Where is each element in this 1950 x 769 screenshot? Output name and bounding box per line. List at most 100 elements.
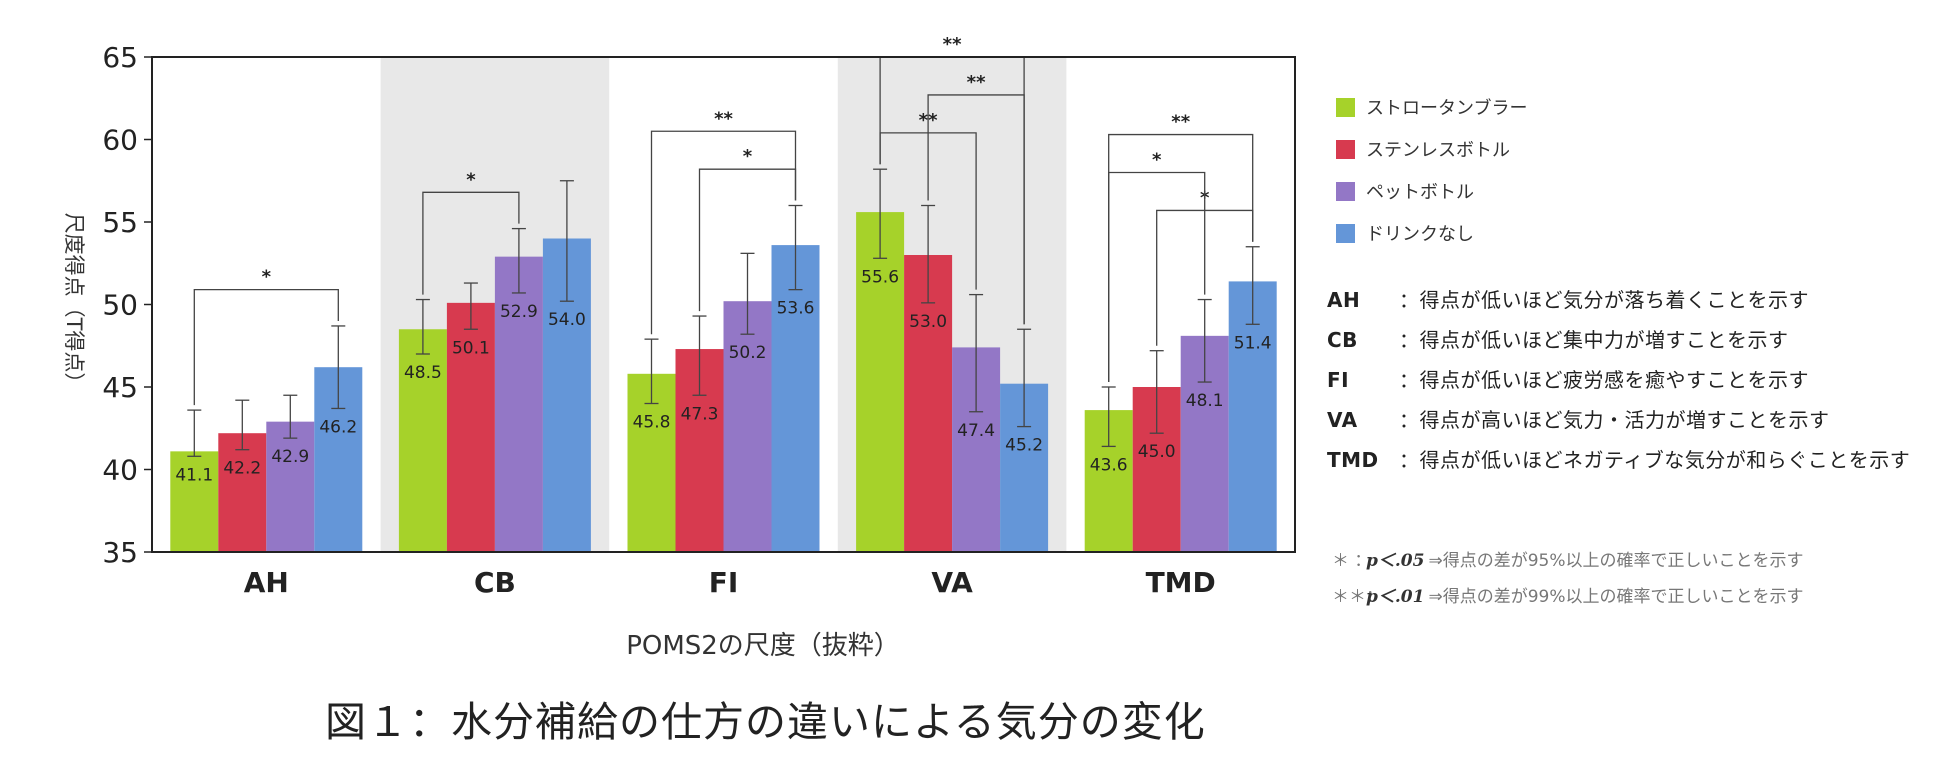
value-label: 52.9 xyxy=(500,302,538,322)
scale-notes: AH ：得点が低いほど気分が落ち着くことを示す CB ：得点が低いほど集中力が増すこ… xyxy=(1327,280,1910,480)
significance-text: ⇒得点の差が99%以上の確率で正しいことを示す xyxy=(1428,587,1804,607)
bar xyxy=(446,302,495,552)
significance-bracket xyxy=(1108,133,1254,383)
note-abbr: TMD xyxy=(1327,448,1379,472)
legend-item: ペットボトル xyxy=(1336,170,1527,212)
bar xyxy=(494,256,543,552)
significance-mark: * xyxy=(466,169,476,190)
value-label: 53.0 xyxy=(909,312,947,332)
note-abbr: FI xyxy=(1327,368,1350,392)
bar xyxy=(398,329,447,552)
value-label: 47.4 xyxy=(957,421,995,441)
significance-mark: * xyxy=(1152,150,1162,171)
bar xyxy=(266,421,315,552)
bar-series xyxy=(170,212,1277,552)
legend-swatch xyxy=(1336,181,1355,201)
plot-frame xyxy=(151,56,1296,553)
y-axis: 35 40 45 50 55 60 65 xyxy=(102,41,152,569)
bar xyxy=(218,433,267,552)
note-va: VA ：得点が高いほど気力・活力が増すことを示す xyxy=(1327,400,1910,440)
note-text: ：得点が低いほどネガティブな気分が和らぐことを示す xyxy=(1399,448,1911,472)
y-tick-label: 35 xyxy=(102,536,138,569)
legend-item: ステンレスボトル xyxy=(1336,128,1527,170)
significance-legend: ＊ ：p＜.05 ⇒得点の差が95%以上の確率で正しいことを示す ＊＊：p＜.01… xyxy=(1332,543,1804,615)
x-axis: AH CB FI VA TMD xyxy=(244,566,1216,599)
bar xyxy=(1228,281,1277,552)
note-text: ：得点が低いほど気分が落ち着くことを示す xyxy=(1399,288,1809,312)
note-abbr: CB xyxy=(1327,328,1358,352)
significance-bracket xyxy=(422,191,520,295)
y-tick-label: 60 xyxy=(102,124,138,157)
legend-label: ストロータンブラー xyxy=(1366,98,1528,119)
value-label: 43.6 xyxy=(1090,455,1128,475)
note-abbr: VA xyxy=(1327,408,1358,432)
significance-mark: ** xyxy=(714,108,733,129)
legend: ストロータンブラー ステンレスボトル ペットボトル ドリンクなし xyxy=(1336,86,1527,254)
value-label: 46.2 xyxy=(319,417,357,437)
legend-swatch xyxy=(1336,223,1355,243)
note-ah: AH ：得点が低いほど気分が落ち着くことを示す xyxy=(1327,280,1910,320)
x-axis-label: POMS2の尺度（抜粋） xyxy=(626,631,900,661)
value-label: 47.3 xyxy=(681,404,719,424)
legend-item: ストロータンブラー xyxy=(1336,86,1527,128)
bar xyxy=(771,245,820,552)
legend-swatch xyxy=(1336,97,1355,117)
x-tick-label: FI xyxy=(709,566,739,599)
value-label: 42.9 xyxy=(271,447,309,467)
note-cb: CB ：得点が低いほど集中力が増すことを示す xyxy=(1327,320,1910,360)
value-label: 53.6 xyxy=(777,299,815,319)
value-label: 54.0 xyxy=(548,310,586,330)
legend-label: ペットボトル xyxy=(1366,182,1474,203)
value-label: 45.2 xyxy=(1005,436,1043,456)
significance-mark: ＊ ： xyxy=(1332,551,1372,571)
legend-label: ステンレスボトル xyxy=(1366,140,1510,161)
significance-bracket xyxy=(193,289,339,406)
legend-label: ドリンクなし xyxy=(1366,224,1474,245)
y-tick-label: 45 xyxy=(102,371,138,404)
y-tick-label: 40 xyxy=(102,454,138,487)
significance-note: ＊＊：p＜.01 ⇒得点の差が99%以上の確率で正しいことを示す xyxy=(1332,579,1804,615)
significance-mark: ** xyxy=(967,72,986,93)
significance-note: ＊ ：p＜.05 ⇒得点の差が95%以上の確率で正しいことを示す xyxy=(1332,543,1804,579)
value-label: 45.0 xyxy=(1138,442,1176,462)
significance-text: ⇒得点の差が95%以上の確率で正しいことを示す xyxy=(1428,551,1804,571)
significance-mark: ** xyxy=(1171,112,1190,133)
bar xyxy=(723,301,772,552)
bar xyxy=(856,212,905,552)
significance-mark: * xyxy=(262,267,272,288)
y-tick-label: 50 xyxy=(102,289,138,322)
note-text: ：得点が高いほど気力・活力が増すことを示す xyxy=(1399,408,1830,432)
note-fi: FI ：得点が低いほど疲労感を癒やすことを示す xyxy=(1327,360,1910,400)
bar xyxy=(904,255,953,552)
note-text: ：得点が低いほど疲労感を癒やすことを示す xyxy=(1399,368,1809,392)
value-label: 55.6 xyxy=(861,267,899,287)
figure-title: 図１：水分補給の仕方の違いによる気分の変化 xyxy=(325,698,1206,746)
value-labels: 41.1 48.5 45.8 55.6 43.6 42.2 50.1 47.3 53.0 45.0… xyxy=(175,267,1271,485)
value-label: 51.4 xyxy=(1234,333,1272,353)
value-label: 50.1 xyxy=(452,338,490,358)
value-label: 41.1 xyxy=(175,465,213,485)
bar xyxy=(170,451,219,552)
significance-mark: ** xyxy=(943,34,962,55)
note-abbr: AH xyxy=(1327,288,1361,312)
x-tick-label: TMD xyxy=(1146,566,1216,599)
y-tick-label: 65 xyxy=(102,41,138,74)
value-label: 42.2 xyxy=(223,459,261,479)
significance-mark: ＊＊： xyxy=(1332,587,1383,607)
value-label: 48.5 xyxy=(404,363,442,383)
bar-chart: 35 40 45 50 55 60 65 41.1 48.5 45.8 55.6 43.6 42.2 5… xyxy=(62,34,1296,661)
note-text: ：得点が低いほど集中力が増すことを示す xyxy=(1399,328,1789,352)
value-label: 45.8 xyxy=(633,413,671,433)
x-tick-label: CB xyxy=(474,566,516,599)
significance-bracket xyxy=(650,130,797,335)
x-tick-label: AH xyxy=(244,566,289,599)
p-value: p＜.05 xyxy=(1366,551,1425,571)
y-tick-label: 55 xyxy=(102,206,138,239)
legend-item: ドリンクなし xyxy=(1336,212,1527,254)
note-tmd: TMD ：得点が低いほどネガティブな気分が和らぐことを示す xyxy=(1327,440,1910,480)
error-bars xyxy=(187,168,1260,457)
value-label: 48.1 xyxy=(1186,391,1224,411)
significance-mark: * xyxy=(743,146,753,167)
x-tick-label: VA xyxy=(931,566,973,599)
y-axis-label: 尺度得点（T得点） xyxy=(62,213,86,394)
